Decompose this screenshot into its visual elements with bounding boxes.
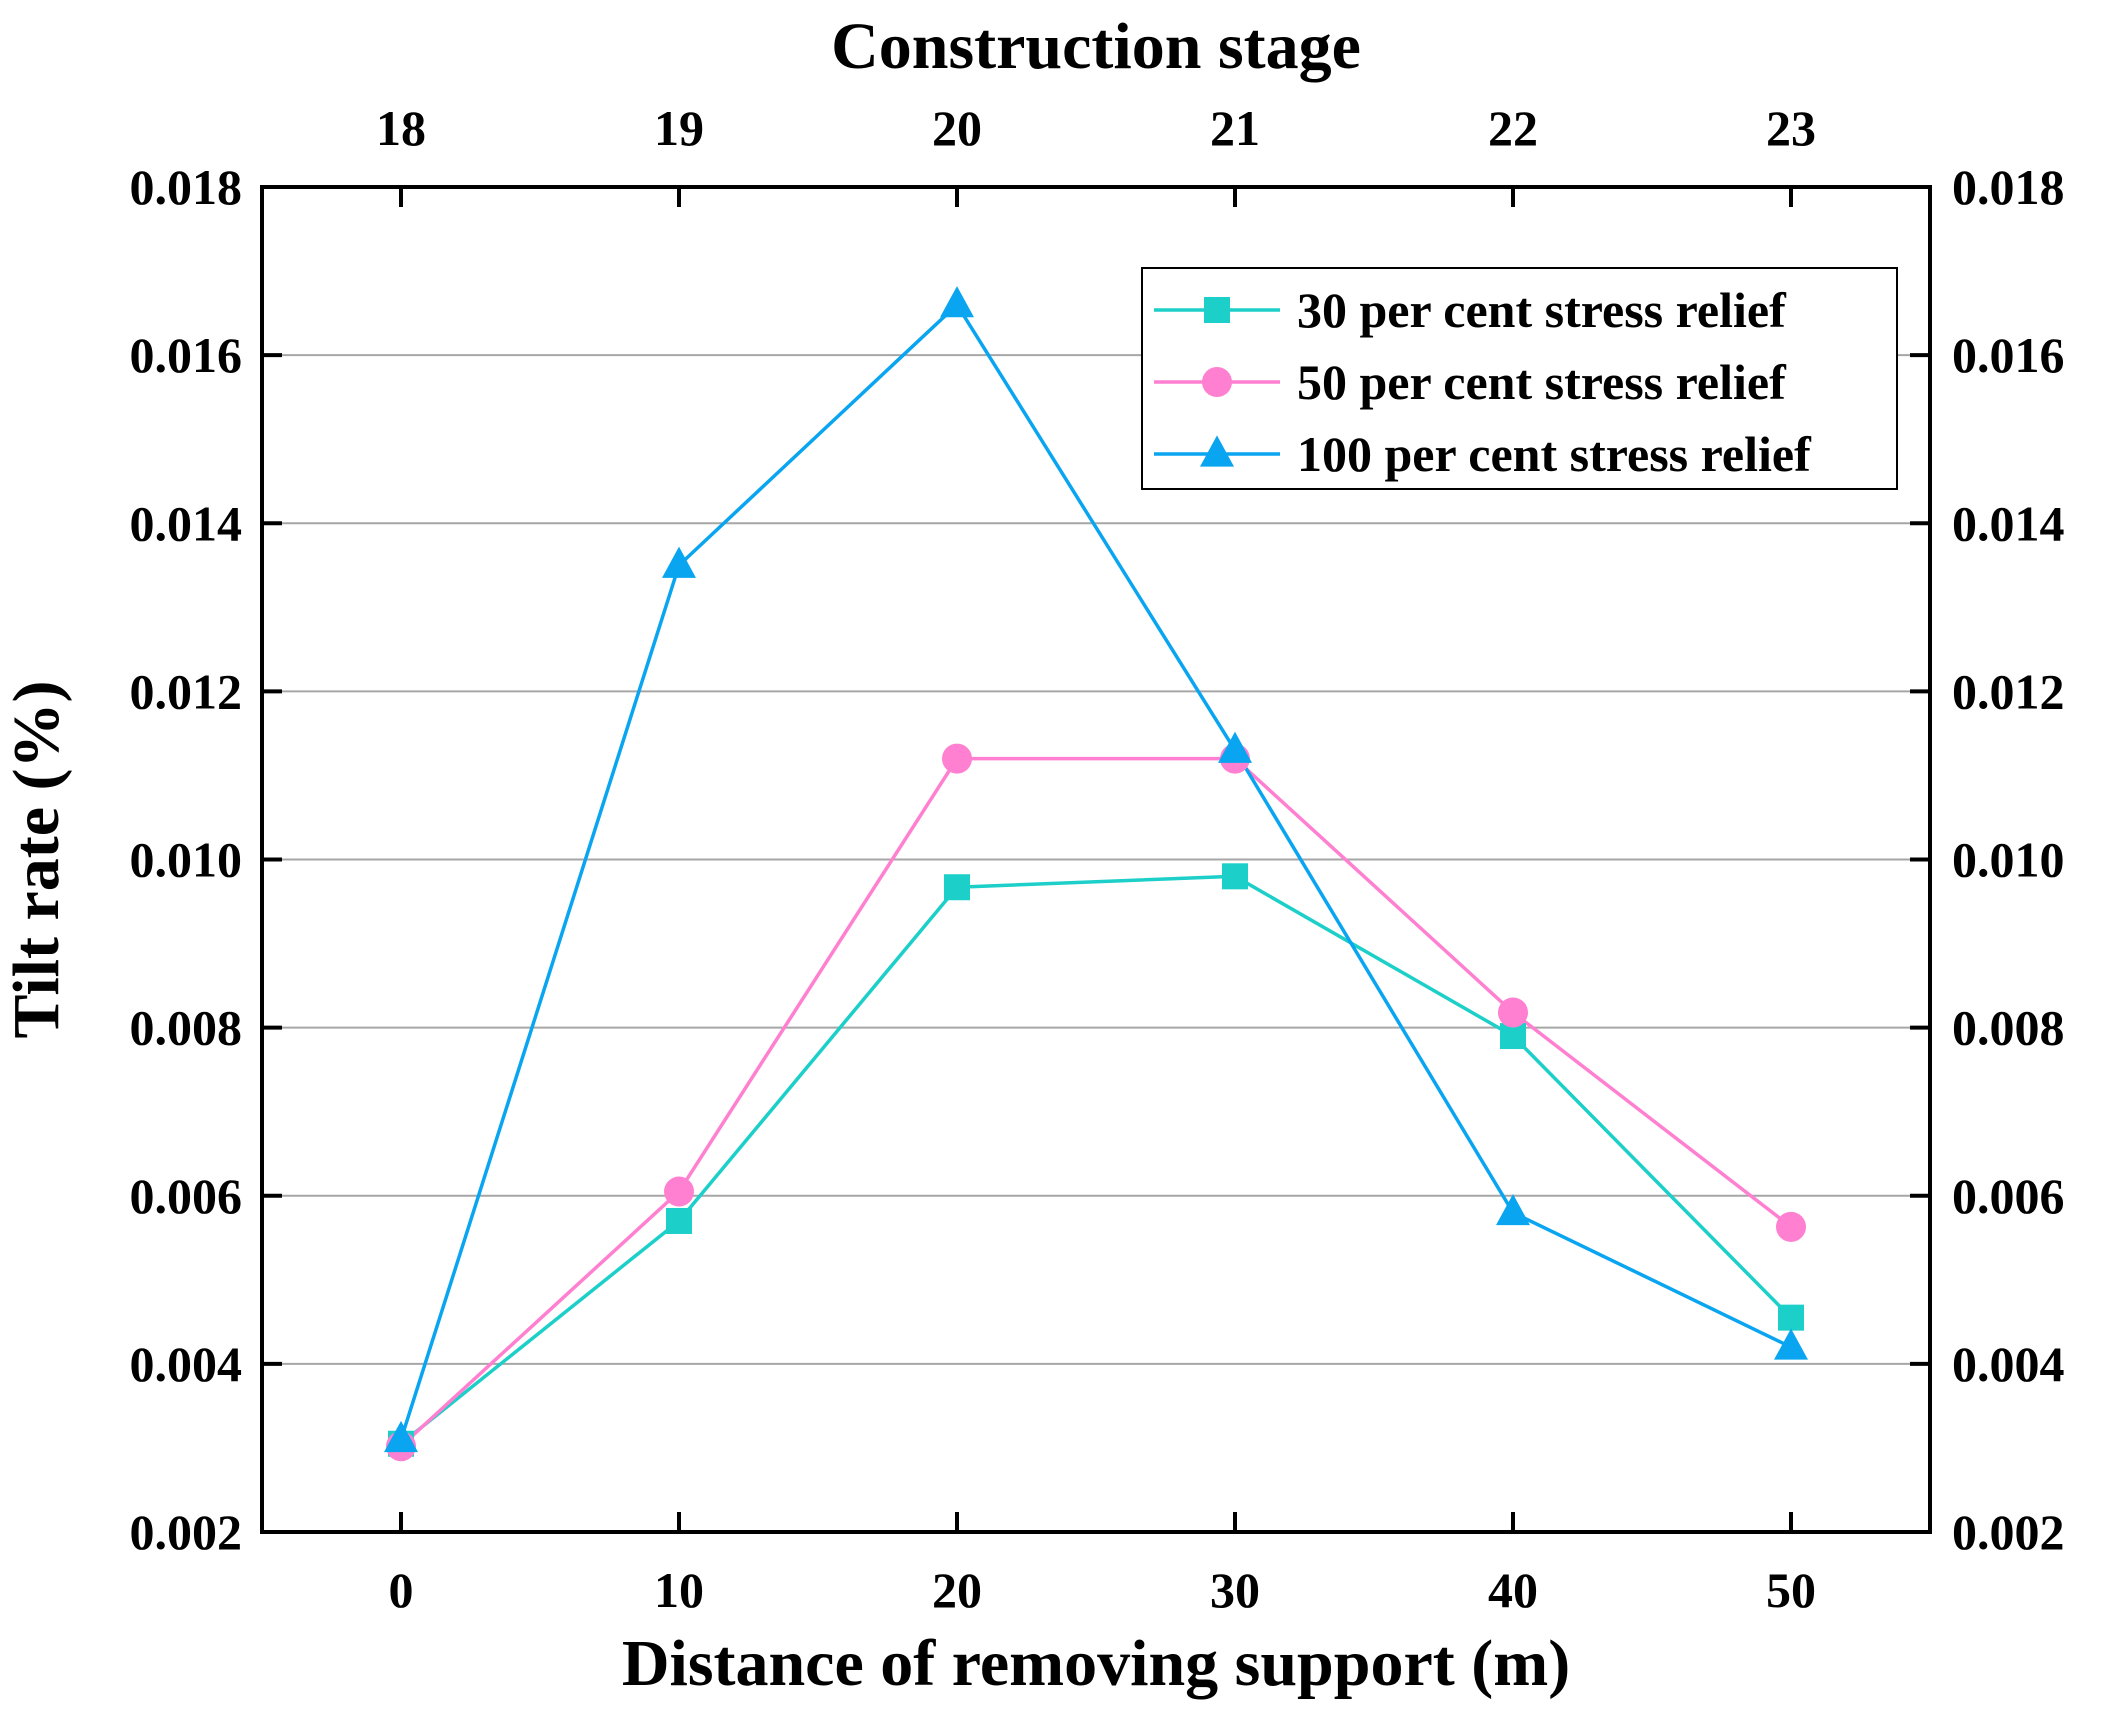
- legend-label-1: 30 per cent stress relief: [1297, 282, 1787, 338]
- legend-marker-3: [1200, 435, 1234, 467]
- series-1-point: [1778, 1304, 1804, 1331]
- top-tick-label: 18: [376, 100, 426, 156]
- series-2-point: [1776, 1211, 1806, 1242]
- series-3-point: [1496, 1193, 1530, 1226]
- series-1-point: [1222, 863, 1248, 890]
- series-3-point: [1218, 731, 1252, 763]
- top-tick-label: 20: [932, 100, 982, 156]
- y-tick-label-left: 0.010: [130, 832, 243, 888]
- y-tick-label-left: 0.016: [130, 327, 243, 383]
- top-tick-label: 21: [1210, 100, 1260, 156]
- grid-layer: [262, 354, 1930, 1365]
- legend-label-3: 100 per cent stress relief: [1297, 426, 1812, 482]
- y-tick-label-right: 0.018: [1952, 159, 2065, 215]
- y-tick-label-left: 0.004: [130, 1336, 243, 1392]
- x-axis-title: Distance of removing support (m): [622, 1627, 1570, 1700]
- legend-box: [1141, 267, 1898, 490]
- x-tick-label: 50: [1766, 1562, 1816, 1618]
- series-3-point: [384, 1420, 418, 1453]
- series-layer: [384, 286, 1808, 1462]
- series-3-point: [1774, 1328, 1808, 1360]
- y-tick-label-left: 0.018: [130, 159, 243, 215]
- y-tick-label-right: 0.008: [1952, 1000, 2065, 1056]
- legend-marker-1: [1204, 297, 1230, 323]
- series-line-3: [399, 301, 1792, 1441]
- x-tick-label: 30: [1210, 1562, 1260, 1618]
- series-3-point: [940, 286, 974, 318]
- ticks-layer: 0.002 0.002 0.004 0.004 0.006 0.006 0.008 0.008…: [130, 100, 2065, 1618]
- series-line-2: [399, 756, 1793, 1448]
- y-tick-label-left: 0.008: [130, 1000, 243, 1056]
- top-axis-title: Construction stage: [831, 10, 1361, 83]
- series-line-1: [399, 874, 1793, 1446]
- y-tick-label-left: 0.012: [130, 663, 243, 719]
- x-tick-label: 40: [1488, 1562, 1538, 1618]
- series-2-point: [1498, 997, 1528, 1028]
- y-tick-label-right: 0.014: [1952, 495, 2065, 551]
- series-2-point: [664, 1176, 694, 1207]
- top-tick-label: 23: [1766, 100, 1816, 156]
- series-3-point: [662, 546, 696, 578]
- y-tick-label-right: 0.006: [1952, 1168, 2065, 1224]
- x-tick-label: 10: [654, 1562, 704, 1618]
- x-tick-label: 20: [932, 1562, 982, 1618]
- top-tick-label: 19: [654, 100, 704, 156]
- series-2-point: [942, 743, 972, 774]
- y-tick-label-right: 0.012: [1952, 663, 2065, 719]
- y-tick-label-right: 0.010: [1952, 832, 2065, 888]
- series-1-point: [944, 874, 970, 901]
- y-tick-label-left: 0.006: [130, 1168, 243, 1224]
- y-axis-title: Tilt rate (%): [0, 680, 73, 1038]
- y-tick-label-left: 0.014: [130, 495, 243, 551]
- top-tick-label: 22: [1488, 100, 1538, 156]
- y-tick-label-right: 0.002: [1952, 1504, 2065, 1560]
- y-tick-label-right: 0.016: [1952, 327, 2065, 383]
- legend-label-2: 50 per cent stress relief: [1297, 354, 1787, 410]
- legend: 30 per cent stress relief 50 per cent str…: [1141, 267, 1898, 490]
- legend-marker-2: [1202, 367, 1232, 397]
- y-tick-label-left: 0.002: [130, 1504, 243, 1560]
- y-tick-label-right: 0.004: [1952, 1336, 2065, 1392]
- x-tick-label: 0: [389, 1562, 414, 1618]
- series-1-point: [666, 1207, 692, 1234]
